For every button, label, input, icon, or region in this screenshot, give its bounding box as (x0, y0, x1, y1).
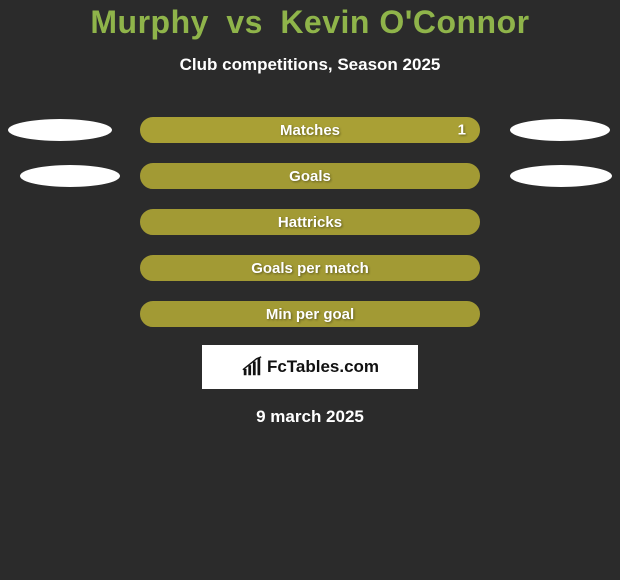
comparison-infographic: Murphy vs Kevin O'Connor Club competitio… (0, 0, 620, 427)
stat-label: Goals per match (251, 260, 369, 277)
right-marker (510, 165, 612, 187)
source-logo: FcTables.com (202, 345, 418, 389)
stat-bar: Goals (140, 163, 480, 189)
left-marker (20, 165, 120, 187)
stat-bar: Goals per match (140, 255, 480, 281)
stat-value-right: 1 (458, 122, 466, 139)
player1-name: Murphy (90, 4, 209, 40)
stat-row: Min per goal (0, 301, 620, 327)
stats-list: Matches 1 Goals Hattricks Goals per match Min… (0, 117, 620, 327)
stat-row: Goals (0, 163, 620, 189)
vs-label: vs (226, 4, 263, 40)
left-marker (8, 119, 112, 141)
stat-bar: Hattricks (140, 209, 480, 235)
stat-label: Matches (280, 122, 340, 139)
stat-bar: Min per goal (140, 301, 480, 327)
stat-label: Min per goal (266, 306, 354, 323)
bar-chart-icon (241, 356, 263, 378)
stat-row: Matches 1 (0, 117, 620, 143)
date-label: 9 march 2025 (256, 407, 364, 427)
stat-bar: Matches 1 (140, 117, 480, 143)
subtitle: Club competitions, Season 2025 (180, 55, 441, 75)
right-marker (510, 119, 610, 141)
source-logo-text: FcTables.com (267, 357, 379, 377)
stat-row: Goals per match (0, 255, 620, 281)
stat-row: Hattricks (0, 209, 620, 235)
stat-label: Hattricks (278, 214, 342, 231)
page-title: Murphy vs Kevin O'Connor (90, 4, 529, 41)
stat-label: Goals (289, 168, 331, 185)
player2-name: Kevin O'Connor (280, 4, 529, 40)
